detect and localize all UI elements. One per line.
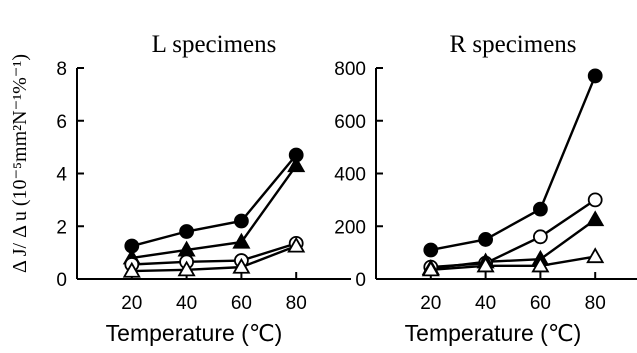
data-point-open-triangle: [421, 260, 440, 277]
series-line-open-triangle: [430, 255, 596, 271]
y-axis-label: Δ J/ Δ u (10⁻⁵mm²N⁻¹%⁻¹): [9, 54, 31, 273]
data-point-open-triangle: [287, 236, 306, 253]
data-point-filled-triangle: [586, 210, 605, 227]
y-tick-label: 800: [334, 59, 366, 80]
y-tick-label: 6: [56, 112, 67, 133]
data-point-open-triangle: [586, 247, 605, 264]
y-tick-label: 400: [334, 165, 366, 186]
chart-title: L specimens: [152, 31, 277, 58]
y-tick-label: 8: [56, 59, 67, 80]
data-point-filled-circle: [533, 201, 548, 217]
x-tick-label: 60: [530, 293, 551, 314]
y-tick-label: 600: [334, 112, 366, 133]
chart-panel-2: R specimens 0 200 400 600 800 20 40 60 80Temperat…: [334, 31, 637, 346]
x-tick-label: 20: [420, 293, 441, 314]
data-point-filled-triangle: [287, 156, 306, 173]
data-point-filled-circle: [233, 213, 249, 229]
x-axis-label: Temperature (℃): [405, 320, 582, 346]
chart-title: R specimens: [449, 31, 576, 58]
data-point-open-triangle: [122, 261, 141, 278]
data-point-filled-circle: [478, 232, 494, 247]
data-point-filled-triangle: [232, 232, 251, 249]
series-line-filled-circle: [430, 75, 597, 252]
data-point-open-circle: [587, 192, 603, 208]
data-point-filled-circle: [179, 224, 195, 239]
x-tick-label: 60: [231, 293, 252, 314]
data-point-open-triangle: [476, 256, 495, 273]
data-point-open-triangle: [232, 257, 251, 274]
series-line-open-circle: [430, 198, 596, 269]
x-tick-label: 40: [475, 293, 496, 314]
series-line-open-triangle: [131, 244, 297, 273]
x-tick-label: 80: [585, 293, 606, 314]
series-line-filled-triangle: [430, 218, 596, 270]
x-tick-label: 80: [286, 293, 307, 314]
x-axis-label: Temperature (℃): [106, 320, 283, 346]
x-tick-label: 20: [121, 293, 142, 314]
series-line-open-circle: [131, 242, 297, 266]
data-point-open-triangle: [177, 260, 196, 277]
y-tick-label: 200: [334, 217, 366, 238]
data-point-filled-circle: [423, 242, 439, 258]
x-tick-label: 40: [176, 293, 197, 314]
y-tick-label: 0: [355, 270, 366, 291]
data-point-open-circle: [533, 229, 548, 245]
y-tick-label: 2: [56, 217, 67, 238]
data-point-filled-circle: [587, 68, 603, 84]
series-line-filled-triangle: [131, 164, 298, 260]
y-tick-label: 0: [56, 270, 67, 291]
series-line-filled-circle: [131, 154, 298, 248]
data-point-open-triangle: [531, 256, 550, 273]
y-tick-label: 4: [56, 165, 67, 186]
